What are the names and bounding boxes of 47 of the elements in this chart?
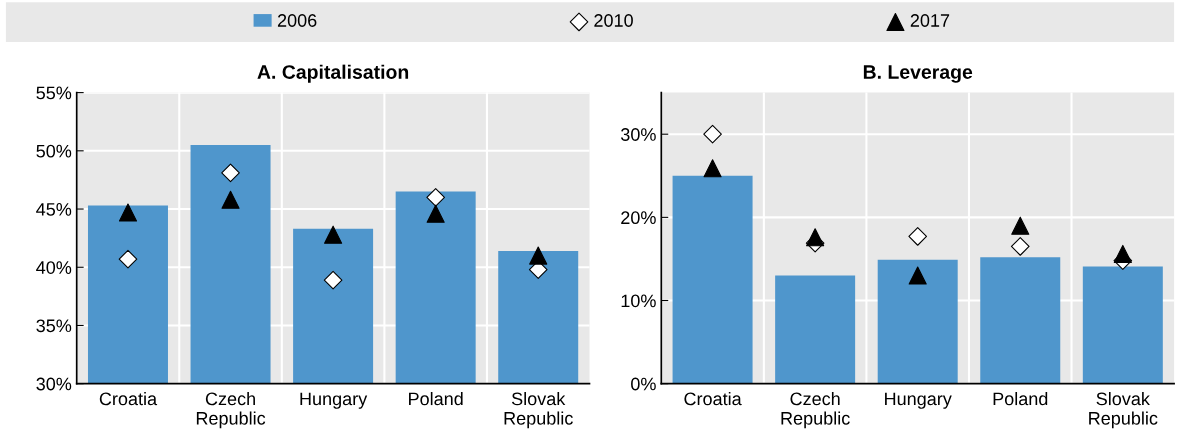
- y-tick-label: 30%: [36, 377, 72, 391]
- legend-label: 2006: [277, 14, 317, 27]
- point: [118, 249, 138, 269]
- bar: [877, 259, 958, 384]
- bar: [980, 257, 1061, 384]
- point: [703, 124, 722, 144]
- x-tick-label: Hungary: [300, 392, 368, 409]
- legend-label: 2010: [594, 14, 633, 27]
- y-tick-label: 20%: [621, 211, 656, 225]
- x-tick-label: Czech Republic: [781, 392, 850, 429]
- point: [703, 159, 722, 178]
- y-tick-label: 40%: [36, 261, 72, 274]
- point: [323, 270, 343, 290]
- point: [806, 228, 825, 247]
- point: [426, 188, 446, 207]
- x-tick-label: Poland: [409, 392, 463, 406]
- point: [908, 266, 927, 285]
- chart-title: B. Leverage: [863, 65, 973, 83]
- bar: [775, 275, 856, 384]
- y-tick-label: 50%: [36, 144, 72, 158]
- point: [908, 227, 928, 246]
- point: [221, 163, 240, 183]
- point: [221, 190, 240, 209]
- legend-label: 2017: [910, 14, 950, 27]
- y-tick-label: 35%: [36, 319, 72, 333]
- y-tick-label: 55%: [36, 86, 72, 100]
- point: [1010, 237, 1030, 256]
- point: [426, 204, 445, 223]
- y-tick-label: 30%: [620, 128, 656, 141]
- x-tick-label: Czech Republic: [196, 392, 266, 429]
- x-tick-label: Croatia: [684, 392, 742, 406]
- bar: [672, 175, 753, 384]
- point: [118, 203, 138, 222]
- chart-title: A. Capitalisation: [257, 64, 409, 83]
- x-tick-label: Slovak Republic: [504, 392, 573, 429]
- x-tick-label: Slovak Republic: [1089, 392, 1158, 429]
- y-tick-label: 0%: [631, 377, 656, 391]
- point: [1011, 216, 1030, 235]
- point: [529, 246, 548, 265]
- point: [324, 225, 343, 244]
- point: [1113, 244, 1132, 264]
- bar: [1082, 266, 1163, 384]
- y-tick-label: 10%: [621, 294, 656, 308]
- y-tick-label: 45%: [36, 203, 72, 216]
- x-tick-label: Hungary: [885, 392, 952, 409]
- x-tick-label: Croatia: [99, 392, 158, 406]
- x-tick-label: Poland: [993, 392, 1048, 406]
